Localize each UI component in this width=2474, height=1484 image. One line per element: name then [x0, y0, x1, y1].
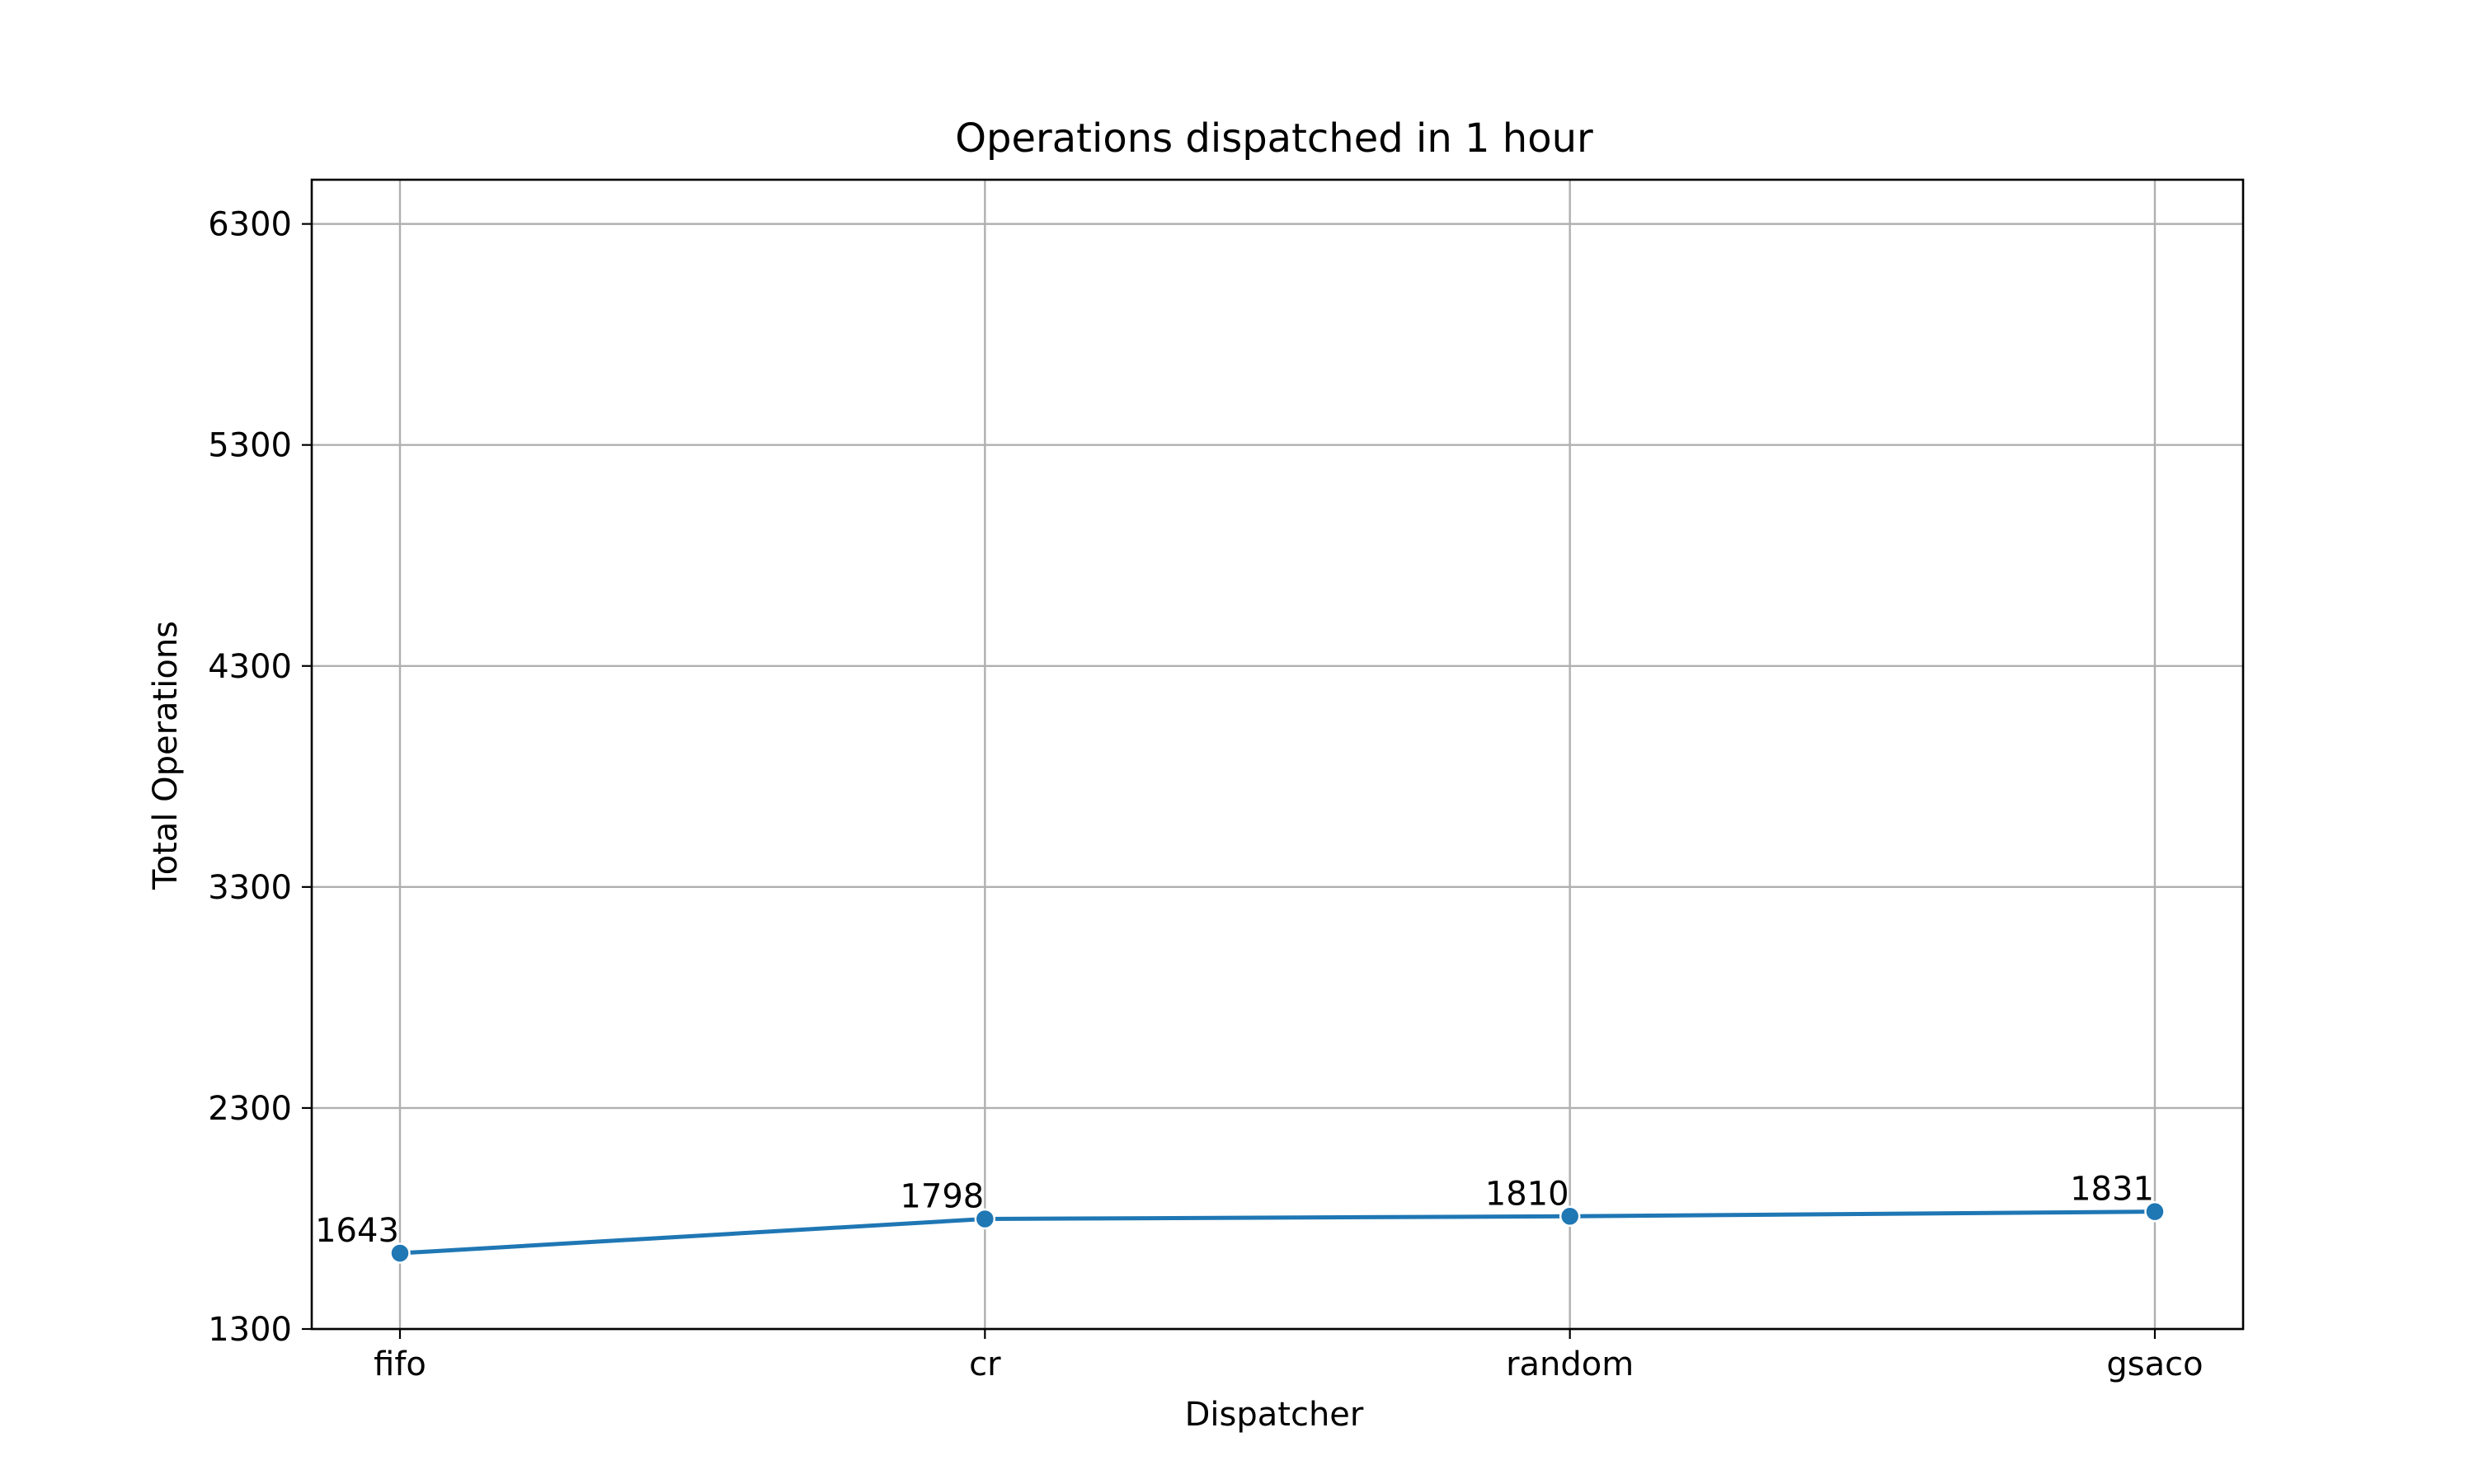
- data-label: 1643: [315, 1212, 399, 1250]
- y-tick-label: 1300: [208, 1311, 292, 1349]
- y-tick-label: 3300: [208, 869, 292, 907]
- data-point: [1559, 1205, 1581, 1228]
- y-tick-label: 4300: [208, 648, 292, 686]
- x-tick-label: cr: [969, 1345, 1001, 1383]
- y-tick-label: 5300: [208, 427, 292, 465]
- data-point: [2144, 1200, 2166, 1223]
- data-point: [389, 1242, 411, 1264]
- x-axis-label: Dispatcher: [1185, 1396, 1364, 1434]
- data-point: [974, 1208, 996, 1230]
- data-label: 1831: [2070, 1171, 2154, 1209]
- data-label: 1798: [900, 1177, 984, 1215]
- x-tick-label: random: [1506, 1345, 1634, 1383]
- series-layer: [389, 1200, 2166, 1264]
- chart-title: Operations dispatched in 1 hour: [955, 115, 1593, 162]
- plot-frame: [310, 178, 2245, 1331]
- y-tick-label: 2300: [208, 1090, 292, 1128]
- data-labels: 1643 1798 1810 1831: [315, 1171, 2154, 1250]
- series-line: [399, 1209, 2156, 1256]
- axis-ticks: 1300 2300 3300 4300 5300 6300 fifo cr random gsac…: [208, 206, 2203, 1383]
- data-label: 1810: [1485, 1175, 1569, 1213]
- x-tick-label: fifo: [374, 1345, 426, 1383]
- x-tick-label: gsaco: [2106, 1345, 2203, 1383]
- y-axis-label: Total Operations: [147, 621, 185, 890]
- y-tick-label: 6300: [208, 206, 292, 244]
- grid-lines: [312, 180, 2243, 1331]
